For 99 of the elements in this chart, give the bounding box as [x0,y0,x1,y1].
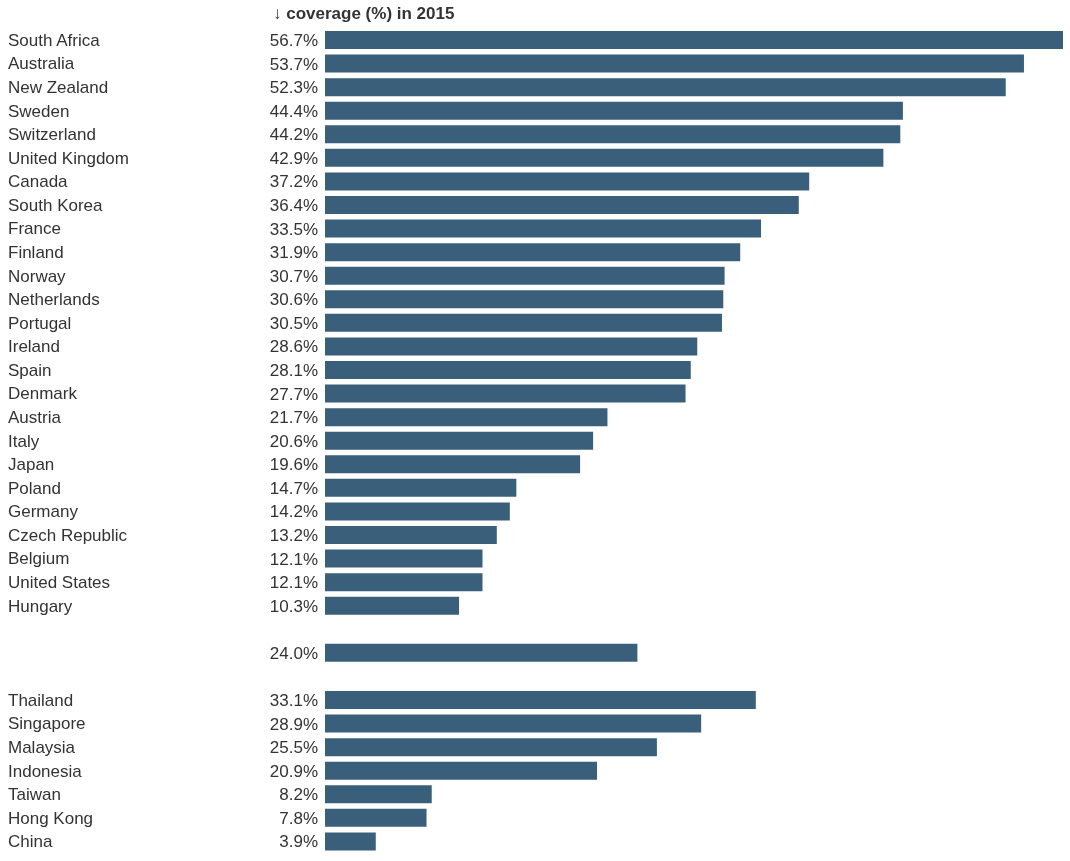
data-label: 3.9% [279,832,318,852]
bar [325,643,638,662]
y-tick-label: Belgium [8,549,70,569]
bar [325,691,756,709]
y-tick-label: New Zealand [8,77,109,97]
data-label: 30.5% [269,313,318,333]
y-tick-label: United States [8,572,111,592]
data-label: 8.2% [279,785,318,805]
y-tick-label: Denmark [8,384,78,404]
bar [325,808,427,827]
y-tick-label: Malaysia [8,737,76,757]
y-tick-label: Norway [8,266,67,286]
data-label: 37.2% [269,172,318,192]
y-tick-label: Netherlands [8,290,100,310]
data-label: 21.7% [269,408,318,428]
data-label: 53.7% [269,54,318,74]
bar [325,738,657,757]
data-label: 10.3% [269,596,318,616]
bar [325,125,901,144]
chart-title: ↓ coverage (%) in 2015 [273,4,455,24]
y-tick-label: United Kingdom [8,148,129,168]
data-label: 31.9% [269,243,318,263]
bar [325,714,702,733]
y-tick-label: Japan [8,455,55,475]
y-tick-label: Ireland [8,337,60,357]
y-tick-label: Indonesia [8,761,83,781]
data-label: 28.9% [269,714,318,734]
bar [325,502,510,521]
y-tick-label: Finland [8,242,64,262]
data-label: 30.6% [269,290,318,310]
y-tick-label: Singapore [8,714,86,734]
bar [325,455,581,474]
y-tick-label: Austria [8,407,62,427]
bar [325,313,722,332]
bar [325,549,483,568]
data-label: 25.5% [269,738,318,758]
bar [325,832,376,851]
bar [325,361,691,379]
data-label: 56.7% [269,31,318,50]
y-tick-label: Poland [8,478,61,498]
bar [325,384,686,403]
data-label: 20.6% [269,431,318,451]
bar [325,54,1024,73]
bar [325,266,725,285]
data-label: 36.4% [269,196,318,215]
y-tick-label: Czech Republic [8,525,128,545]
bar [325,196,799,214]
bar [325,431,594,450]
y-tick-label: France [8,219,61,239]
data-label: 12.1% [269,549,318,569]
bar [325,172,810,191]
data-label: 13.2% [269,526,318,545]
data-label: 7.8% [279,808,318,828]
bar [325,290,724,309]
bar [325,101,903,120]
data-label: 24.0% [269,643,318,663]
y-tick-label: Germany [8,502,79,522]
y-tick-label: Hong Kong [8,808,94,828]
y-tick-label: South Korea [8,195,104,215]
data-label: 27.7% [269,384,318,404]
bar [325,596,460,615]
bar [325,526,497,544]
data-label: 14.7% [269,478,318,498]
data-label: 42.9% [269,148,318,168]
y-tick-label: Australia [8,54,75,74]
bar [325,219,762,238]
data-label: 20.9% [269,761,318,781]
bar [325,785,432,804]
bar [325,31,1063,49]
data-label: 19.6% [269,455,318,475]
y-tick-label: South Africa [8,30,101,50]
bar [325,243,741,262]
y-tick-label: Portugal [8,313,72,333]
bar [325,478,517,497]
bar [325,148,884,167]
bar [325,408,608,427]
data-label: 44.4% [269,101,318,121]
bar [325,337,698,356]
data-label: 28.1% [269,361,318,380]
data-label: 33.5% [269,219,318,239]
y-tick-label: Sweden [8,101,70,121]
data-label: 33.1% [269,691,318,710]
bar [325,78,1006,97]
data-label: 12.1% [269,573,318,593]
y-tick-label: Italy [8,431,40,451]
data-label: 14.2% [269,502,318,522]
data-label: 28.6% [269,337,318,357]
y-tick-label: Hungary [8,596,73,616]
data-label: 30.7% [269,266,318,286]
y-tick-label: Switzerland [8,125,96,145]
y-tick-label: China [8,832,53,852]
data-label: 44.2% [269,125,318,145]
y-tick-label: Spain [8,360,52,380]
data-label: 52.3% [269,78,318,98]
y-tick-label: Canada [8,172,69,192]
y-tick-label: Thailand [8,690,74,710]
y-tick-label: Taiwan [8,785,61,805]
bar [325,761,598,780]
bar [325,573,483,592]
